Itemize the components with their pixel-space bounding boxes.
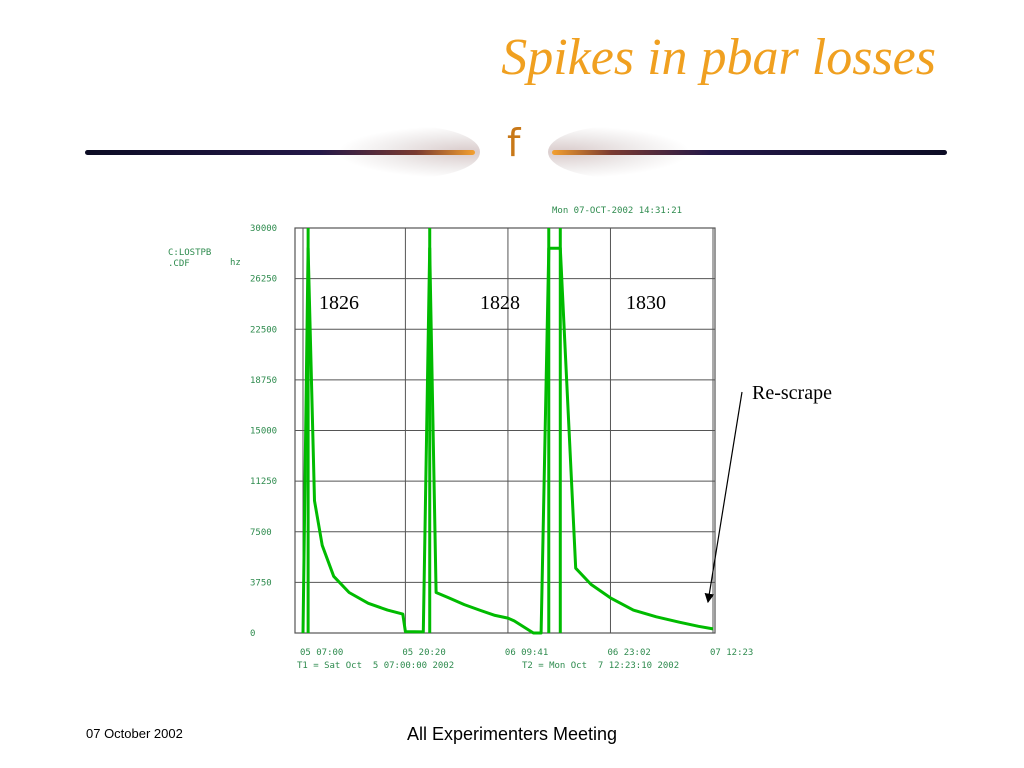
device-name: C:LOSTPB .CDF: [168, 248, 211, 270]
y-tick-label: 26250: [250, 275, 277, 285]
footer-date: 07 October 2002: [86, 726, 183, 741]
y-unit-label: hz: [230, 258, 241, 268]
loss-chart: 037507500112501500018750225002625030000 …: [250, 224, 753, 658]
x-tick-label: 07 12:23: [710, 648, 753, 658]
y-tick-label: 7500: [250, 528, 272, 538]
y-tick-label: 11250: [250, 477, 277, 487]
rescrape-annotation: Re-scrape: [752, 382, 832, 404]
divider-bar-right: [552, 150, 947, 155]
x-tick-label: 05 20:20: [402, 648, 445, 658]
footer-title: All Experimenters Meeting: [406, 724, 618, 744]
t2-range-label: T2 = Mon Oct 7 12:23:10 2002: [522, 661, 680, 671]
device-name-line-2: .CDF: [168, 259, 190, 269]
x-axis-ticks: 05 07:00 05 20:20 06 09:41 06 23:02 07 12:23: [300, 648, 753, 658]
y-tick-label: 18750: [250, 376, 277, 386]
x-tick-label: 05 07:00: [300, 648, 343, 658]
store-label-1828: 1828: [480, 292, 520, 314]
y-tick-label: 3750: [250, 578, 272, 588]
t1-range-label: T1 = Sat Oct 5 07:00:00 2002: [297, 661, 455, 671]
y-axis-ticks: 0 3750 7500 11250 15000 18750 22500 26250 30000: [250, 224, 277, 639]
slide-title: Spikes in pbar losses: [501, 29, 936, 86]
x-tick-label: 06 23:02: [607, 648, 650, 658]
series-line: [301, 246, 714, 635]
y-tick-label: 15000: [250, 427, 277, 437]
y-tick-label: 30000: [250, 224, 277, 234]
device-name-line-1: C:LOSTPB: [168, 248, 212, 258]
store-label-1826: 1826: [319, 292, 359, 314]
divider-glyph: f: [507, 121, 521, 165]
chart-grid: [294, 227, 716, 634]
y-tick-label: 0: [250, 629, 255, 639]
plot-timestamp: Mon 07-OCT-2002 14:31:21: [552, 206, 683, 216]
divider-bar-left: [85, 150, 475, 155]
x-tick-label: 06 09:41: [505, 648, 548, 658]
y-tick-label: 22500: [250, 325, 277, 335]
chart-series: [301, 228, 714, 635]
store-label-1830: 1830: [626, 292, 666, 314]
